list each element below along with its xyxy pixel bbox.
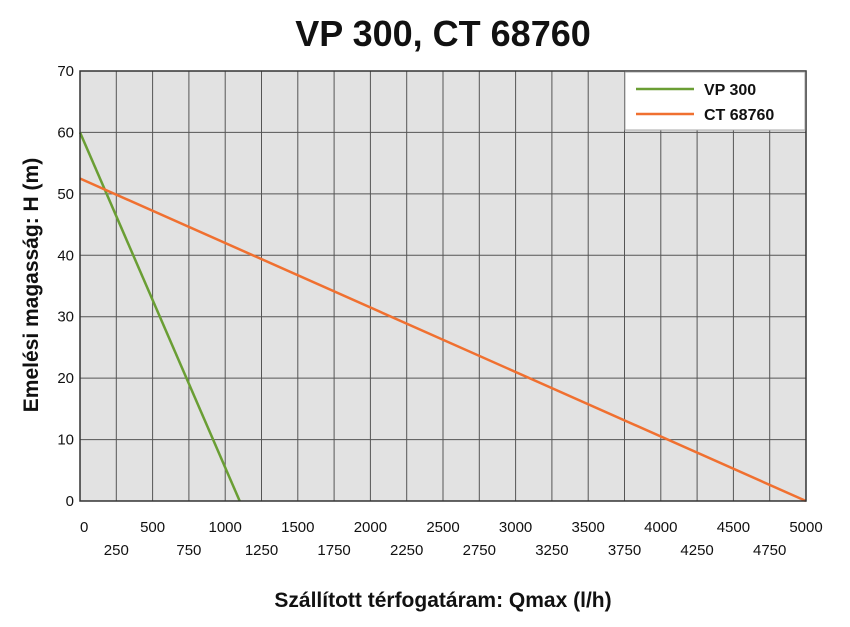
y-tick-label: 0 — [66, 493, 74, 510]
x-tick-label: 3250 — [535, 542, 568, 559]
x-tick-label: 2250 — [390, 542, 423, 559]
x-tick-label: 750 — [176, 542, 201, 559]
x-tick-label: 1500 — [281, 519, 314, 536]
x-tick-label: 3500 — [572, 519, 605, 536]
x-tick-label: 4500 — [717, 519, 750, 536]
y-tick-label: 40 — [57, 247, 74, 264]
legend-label: CT 68760 — [704, 107, 774, 124]
series-line — [78, 131, 241, 502]
x-tick-label: 2500 — [426, 519, 459, 536]
x-tick-label: 1250 — [245, 542, 278, 559]
x-tick-label: 2000 — [354, 519, 387, 536]
y-axis-ticks: 0 10 20 30 40 50 60 70 — [57, 63, 74, 510]
series-line — [79, 177, 807, 503]
x-tick-label: 2750 — [463, 542, 496, 559]
series-lines — [78, 131, 807, 503]
y-tick-label: 20 — [57, 370, 74, 387]
x-tick-label: 0 — [80, 519, 88, 536]
x-tick-label: 5000 — [789, 519, 822, 536]
legend-box — [624, 71, 806, 131]
x-axis-label: Szállított térfogatáram: Qmax (l/h) — [274, 589, 611, 612]
x-tick-label: 4250 — [680, 542, 713, 559]
x-axis-ticks: 0 250 500 750 100012501500175020002250250027… — [80, 519, 823, 559]
x-tick-label: 250 — [104, 542, 129, 559]
y-tick-label: 10 — [57, 432, 74, 449]
plot-frame — [79, 70, 807, 502]
chart-title: VP 300, CT 68760 — [295, 13, 591, 54]
x-tick-label: 3000 — [499, 519, 532, 536]
legend-label: VP 300 — [704, 82, 756, 99]
x-tick-label: 500 — [140, 519, 165, 536]
y-tick-label: 60 — [57, 124, 74, 141]
x-tick-label: 4750 — [753, 542, 786, 559]
x-tick-label: 1750 — [317, 542, 350, 559]
x-tick-label: 1000 — [209, 519, 242, 536]
legend: VP 300 CT 68760 — [624, 71, 806, 131]
grid — [79, 70, 807, 502]
y-axis-label: Emelési magasság: H (m) — [20, 158, 43, 412]
x-tick-label: 4000 — [644, 519, 677, 536]
y-tick-label: 50 — [57, 186, 74, 203]
x-tick-label: 3750 — [608, 542, 641, 559]
y-tick-label: 70 — [57, 63, 74, 80]
y-tick-label: 30 — [57, 309, 74, 326]
